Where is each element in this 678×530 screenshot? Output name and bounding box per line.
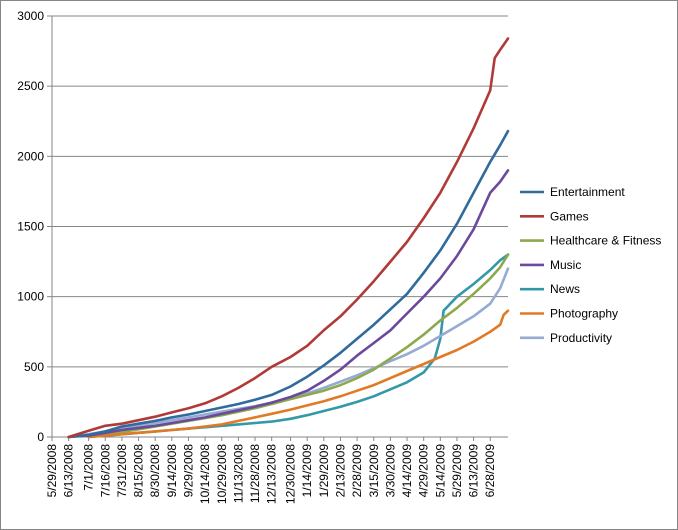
gridlines (52, 15, 508, 368)
x-tick-label: 8/30/2008 (148, 444, 162, 498)
x-tick-label: 8/15/2008 (132, 444, 146, 498)
x-tick-label: 11/28/2008 (248, 444, 262, 503)
series-line-healthcare-fitness (87, 253, 510, 439)
x-tick-label: 12/13/2008 (265, 444, 279, 504)
series-line-news (87, 253, 510, 439)
x-tick-label: 5/14/2009 (433, 444, 447, 498)
y-tick-label: 2000 (17, 149, 44, 163)
y-tick-label: 500 (24, 360, 44, 374)
x-tick-label: 2/13/2009 (333, 444, 347, 498)
y-tick-label: 1500 (17, 220, 44, 234)
x-tick-label: 7/16/2008 (98, 444, 112, 498)
y-tick-label: 0 (37, 430, 44, 444)
x-tick-label: 6/28/2009 (483, 444, 497, 498)
x-tick-label: 9/14/2008 (165, 444, 179, 498)
series-line-music (67, 169, 510, 439)
legend-label: Games (550, 209, 589, 223)
x-tick-label: 10/29/2008 (215, 444, 229, 504)
legend: Entertainment Games Healthcare & Fitness Mu… (520, 185, 661, 345)
legend-label: Productivity (550, 331, 612, 345)
x-tick-label: 2/28/2009 (350, 444, 364, 498)
y-axis-ticks: 0 500 1000 1500 2000 2500 3000 (17, 9, 52, 444)
x-tick-label: 3/30/2009 (383, 444, 397, 498)
x-tick-label: 1/29/2009 (317, 444, 331, 498)
x-tick-label: 5/29/2008 (45, 444, 59, 498)
x-tick-label: 6/13/2009 (467, 444, 481, 498)
legend-label: Photography (550, 307, 618, 321)
x-axis-ticks: 5/29/2008 6/13/2008 7/1/2008 7/16/2008 7/31/… (45, 437, 497, 504)
y-tick-label: 1000 (17, 290, 44, 304)
x-tick-label: 4/29/2009 (417, 444, 431, 498)
x-tick-label: 12/30/2008 (284, 444, 298, 504)
x-tick-label: 10/14/2008 (198, 444, 212, 504)
legend-label: Healthcare & Fitness (550, 234, 661, 248)
y-tick-label: 3000 (17, 9, 44, 23)
x-tick-label: 6/13/2008 (62, 444, 76, 498)
series-line-photography (87, 309, 510, 439)
x-tick-label: 1/14/2009 (300, 444, 314, 498)
x-tick-label: 9/29/2008 (181, 444, 195, 498)
series-lines (67, 37, 510, 439)
x-tick-label: 11/13/2008 (231, 444, 245, 503)
legend-label: News (550, 282, 580, 296)
series-line-productivity (67, 267, 510, 439)
series-line-entertainment (67, 129, 510, 439)
x-tick-label: 7/31/2008 (115, 444, 129, 498)
y-tick-label: 2500 (17, 79, 44, 93)
series-line-games (67, 37, 510, 439)
x-tick-label: 3/15/2009 (367, 444, 381, 498)
legend-label: Entertainment (550, 185, 625, 199)
legend-label: Music (550, 258, 581, 272)
x-tick-label: 7/1/2008 (82, 444, 96, 491)
x-tick-label: 5/29/2009 (450, 444, 464, 498)
x-tick-label: 4/14/2009 (400, 444, 414, 498)
